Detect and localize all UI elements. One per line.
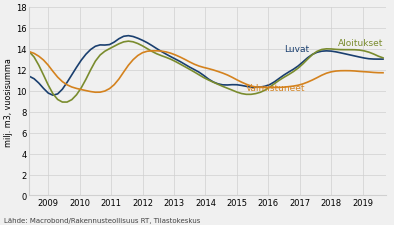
Luvat xyxy=(220,84,225,87)
Aloitukset xyxy=(220,86,225,88)
Luvat xyxy=(272,81,277,84)
Aloitukset xyxy=(381,57,385,60)
Aloitukset xyxy=(320,49,324,52)
Valmistuneet xyxy=(320,74,324,77)
Line: Valmistuneet: Valmistuneet xyxy=(29,52,383,93)
Aloitukset xyxy=(65,101,69,104)
Line: Aloitukset: Aloitukset xyxy=(29,42,383,103)
Luvat xyxy=(27,76,32,78)
Valmistuneet xyxy=(60,81,65,84)
Text: Luvat: Luvat xyxy=(284,45,309,54)
Valmistuneet xyxy=(381,72,385,75)
Aloitukset xyxy=(126,40,131,43)
Valmistuneet xyxy=(220,72,225,75)
Aloitukset xyxy=(27,51,32,54)
Text: Valmistuneet: Valmistuneet xyxy=(246,83,306,92)
Text: Lähde: Macrobond/Rakennusteollisuus RT, Tilastokeskus: Lähde: Macrobond/Rakennusteollisuus RT, … xyxy=(4,217,200,223)
Text: Aloitukset: Aloitukset xyxy=(337,39,383,48)
Aloitukset xyxy=(263,89,268,92)
Luvat xyxy=(320,51,324,53)
Valmistuneet xyxy=(93,92,98,94)
Line: Luvat: Luvat xyxy=(29,36,383,96)
Aloitukset xyxy=(60,101,65,104)
Valmistuneet xyxy=(272,87,277,89)
Luvat xyxy=(126,35,131,38)
Luvat xyxy=(159,51,164,54)
Luvat xyxy=(381,58,385,61)
Luvat xyxy=(50,94,55,97)
Luvat xyxy=(65,82,69,84)
Aloitukset xyxy=(159,55,164,58)
Valmistuneet xyxy=(263,87,268,89)
Aloitukset xyxy=(272,83,277,86)
Valmistuneet xyxy=(159,51,164,53)
Valmistuneet xyxy=(154,50,159,53)
Valmistuneet xyxy=(27,51,32,54)
Luvat xyxy=(263,86,268,88)
Y-axis label: milj. m3, vuosisumma: milj. m3, vuosisumma xyxy=(4,57,13,146)
